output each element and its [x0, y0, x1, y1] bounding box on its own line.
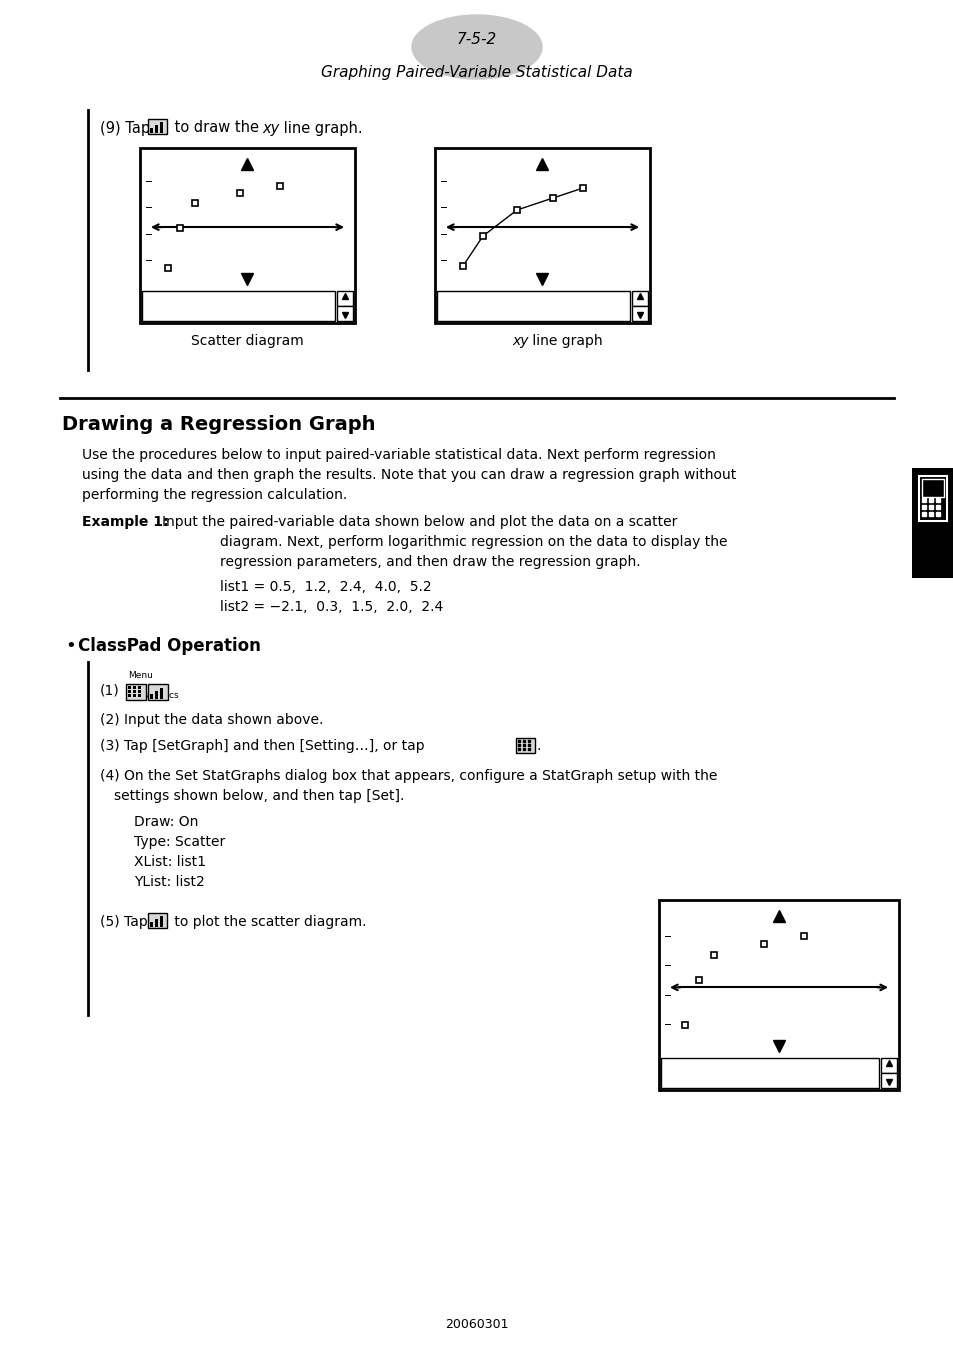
Bar: [880, 1073, 896, 1088]
Bar: [148, 119, 167, 134]
Bar: [128, 690, 131, 693]
Bar: [132, 694, 136, 697]
Bar: [921, 479, 943, 497]
Bar: [154, 691, 158, 699]
Text: XList: list1: XList: list1: [133, 855, 206, 869]
Ellipse shape: [412, 15, 541, 80]
Text: (9) Tap: (9) Tap: [100, 120, 154, 135]
Bar: [132, 686, 136, 688]
Bar: [142, 292, 335, 321]
Bar: [128, 686, 131, 688]
Text: diagram. Next, perform logarithmic regression on the data to display the: diagram. Next, perform logarithmic regre…: [220, 535, 727, 549]
Bar: [660, 1058, 878, 1088]
Bar: [138, 686, 141, 688]
Bar: [659, 900, 898, 1089]
Bar: [132, 690, 136, 693]
Text: (1): (1): [100, 683, 120, 697]
Text: Type: Scatter: Type: Scatter: [133, 836, 225, 849]
Text: line graph.: line graph.: [278, 120, 362, 135]
Text: (5) Tap: (5) Tap: [100, 915, 152, 929]
Bar: [138, 694, 141, 697]
Bar: [148, 913, 167, 927]
Text: to plot the scatter diagram.: to plot the scatter diagram.: [170, 915, 366, 929]
Bar: [150, 128, 152, 134]
Text: Scatter diagram: Scatter diagram: [191, 333, 304, 348]
Bar: [336, 292, 353, 306]
Bar: [154, 126, 158, 134]
Text: xy: xy: [512, 333, 529, 348]
Bar: [150, 694, 152, 699]
Bar: [631, 292, 647, 306]
Bar: [150, 922, 152, 927]
Text: line graph: line graph: [528, 333, 602, 348]
Bar: [160, 122, 163, 134]
Text: (2) Input the data shown above.: (2) Input the data shown above.: [100, 713, 323, 728]
Text: Input the paired-variable data shown below and plot the data on a scatter: Input the paired-variable data shown bel…: [162, 514, 677, 529]
Bar: [880, 1058, 896, 1073]
Text: list2 = −2.1,  0.3,  1.5,  2.0,  2.4: list2 = −2.1, 0.3, 1.5, 2.0, 2.4: [220, 599, 443, 614]
Bar: [128, 694, 131, 697]
Text: settings shown below, and then tap [Set].: settings shown below, and then tap [Set]…: [113, 788, 404, 803]
Bar: [154, 919, 158, 927]
Bar: [918, 477, 946, 521]
Text: Draw: On: Draw: On: [133, 815, 198, 829]
Bar: [160, 688, 163, 699]
Bar: [436, 292, 629, 321]
Bar: [148, 684, 168, 701]
Text: Menu: Menu: [128, 671, 152, 680]
Text: Use the procedures below to input paired-variable statistical data. Next perform: Use the procedures below to input paired…: [82, 448, 715, 462]
Text: Graphing Paired-Variable Statistical Data: Graphing Paired-Variable Statistical Dat…: [321, 65, 632, 80]
Text: list1 = 0.5,  1.2,  2.4,  4.0,  5.2: list1 = 0.5, 1.2, 2.4, 4.0, 5.2: [220, 580, 431, 594]
Bar: [516, 738, 535, 753]
Text: Statistics: Statistics: [137, 691, 178, 701]
Bar: [138, 690, 141, 693]
Text: Example 1:: Example 1:: [82, 514, 169, 529]
Bar: [435, 148, 649, 323]
Text: Drawing a Regression Graph: Drawing a Regression Graph: [62, 416, 375, 435]
Text: •: •: [65, 637, 75, 655]
Text: (4) On the Set StatGraphs dialog box that appears, configure a StatGraph setup w: (4) On the Set StatGraphs dialog box tha…: [100, 769, 717, 783]
Bar: [631, 306, 647, 321]
Text: performing the regression calculation.: performing the regression calculation.: [82, 487, 347, 502]
Text: to draw the: to draw the: [170, 120, 263, 135]
Bar: [126, 684, 146, 701]
Bar: [140, 148, 355, 323]
Text: 7-5-2: 7-5-2: [456, 32, 497, 47]
Text: 20060301: 20060301: [445, 1319, 508, 1331]
Text: ClassPad Operation: ClassPad Operation: [78, 637, 260, 655]
Bar: [911, 468, 953, 578]
Bar: [336, 306, 353, 321]
Text: YList: list2: YList: list2: [133, 875, 205, 890]
Text: .: .: [537, 738, 540, 753]
Text: (3) Tap [SetGraph] and then [Setting…], or tap: (3) Tap [SetGraph] and then [Setting…], …: [100, 738, 429, 753]
Text: regression parameters, and then draw the regression graph.: regression parameters, and then draw the…: [220, 555, 640, 568]
Bar: [160, 917, 163, 927]
Text: using the data and then graph the results. Note that you can draw a regression g: using the data and then graph the result…: [82, 468, 736, 482]
Text: xy: xy: [262, 120, 279, 135]
